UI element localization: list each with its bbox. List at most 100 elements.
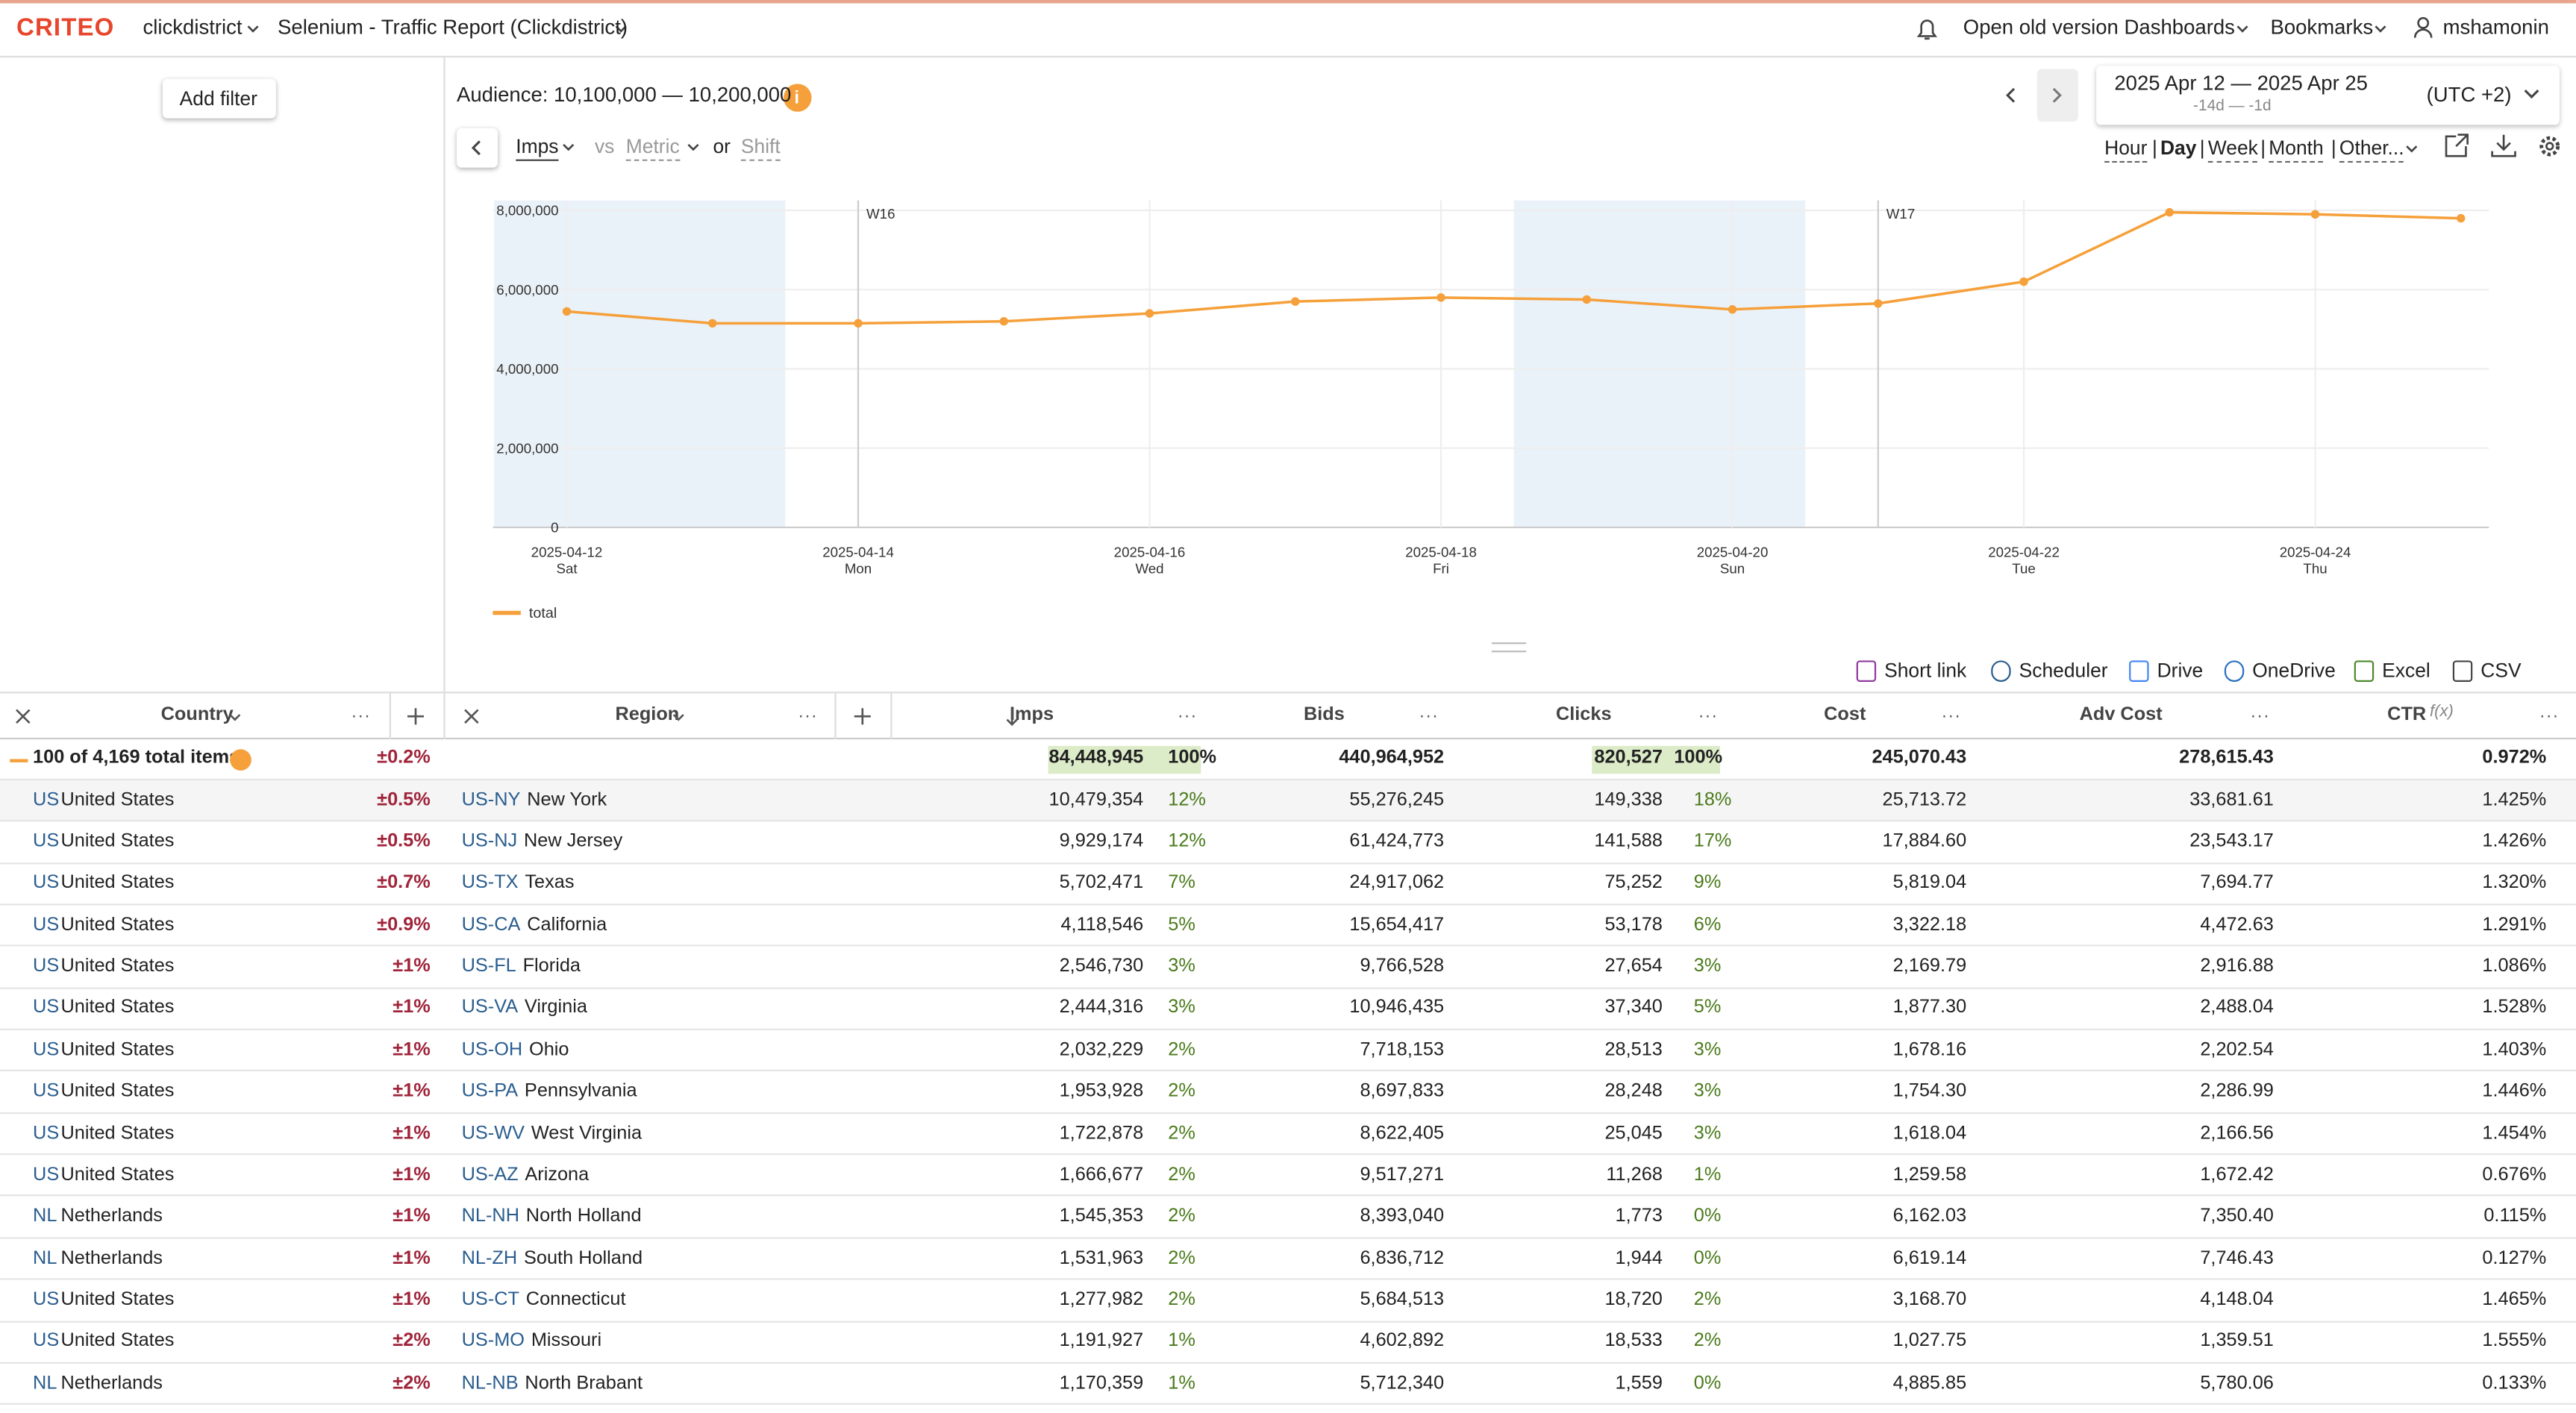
table-row[interactable]: [0, 822, 2576, 864]
column-menu[interactable]: [1176, 706, 1195, 726]
user-icon: [2413, 28, 2433, 38]
back-button[interactable]: [457, 128, 498, 168]
cost: 6,162.03: [1892, 1206, 1967, 1226]
granularity-option[interactable]: Hour: [2104, 138, 2148, 163]
sort-arrow[interactable]: [1002, 706, 1022, 727]
column-header[interactable]: Cost: [1824, 705, 1866, 725]
column-header[interactable]: Bids: [1303, 705, 1345, 725]
table-action[interactable]: Scheduler: [2019, 659, 2108, 682]
region-code: US-MO: [461, 1331, 525, 1352]
header-link[interactable]: Bookmarks: [2270, 16, 2374, 40]
table-row[interactable]: [0, 1072, 2576, 1114]
imps: 1,170,359: [1059, 1373, 1144, 1394]
column-header[interactable]: Country: [160, 705, 234, 725]
header-link[interactable]: Open old version: [1963, 16, 2119, 40]
table-row[interactable]: [0, 1114, 2576, 1156]
table-row[interactable]: [0, 947, 2576, 989]
column-menu[interactable]: [2249, 706, 2269, 726]
region-code: US-VA: [461, 998, 519, 1018]
report-menu[interactable]: Selenium - Traffic Report (Clickdistrict…: [278, 16, 628, 40]
table-row[interactable]: [0, 1030, 2576, 1072]
column-header[interactable]: CTR: [2387, 705, 2427, 725]
action-icon: [2354, 660, 2375, 682]
add-column[interactable]: [853, 706, 872, 726]
granularity-option[interactable]: Other...: [2339, 138, 2404, 163]
column-menu[interactable]: [350, 706, 369, 726]
add-column[interactable]: [406, 706, 425, 726]
data-point: [2310, 210, 2320, 219]
table-row[interactable]: [0, 1197, 2576, 1239]
error-margin: ±0.5%: [377, 790, 431, 810]
ctr: 1.403%: [2482, 1040, 2547, 1060]
clicks: 28,513: [1604, 1040, 1663, 1060]
table-action[interactable]: OneDrive: [2252, 659, 2336, 682]
column-header[interactable]: Region: [615, 705, 680, 725]
adv-cost: 2,286.99: [2200, 1081, 2274, 1102]
country-name: United States: [60, 1123, 175, 1144]
region-code: NL-ZH: [461, 1248, 518, 1268]
week-label: W17: [1886, 206, 1915, 222]
column-header[interactable]: Clicks: [1555, 705, 1612, 725]
clicks: 18,533: [1604, 1331, 1663, 1352]
summary-imps-pct: 100%: [1168, 748, 1217, 768]
header-chevron[interactable]: [225, 708, 245, 727]
date-picker[interactable]: [2096, 66, 2560, 125]
imps-share: 1%: [1168, 1331, 1195, 1352]
adv-cost: 23,543.17: [2189, 832, 2274, 852]
column-menu[interactable]: [1697, 706, 1716, 726]
adv-cost: 2,488.04: [2200, 998, 2274, 1018]
column-menu[interactable]: [1418, 706, 1437, 726]
table-row[interactable]: [0, 1280, 2576, 1322]
region-name: Connecticut: [525, 1290, 626, 1310]
country-code: US: [33, 1165, 60, 1185]
ctr: 0.133%: [2482, 1373, 2547, 1394]
close-column[interactable]: [462, 706, 481, 726]
table-action[interactable]: CSV: [2480, 659, 2522, 682]
adv-cost: 1,359.51: [2200, 1331, 2274, 1352]
granularity-option[interactable]: Week: [2207, 138, 2258, 163]
error-margin: ±1%: [393, 1206, 431, 1226]
table-row[interactable]: [0, 1364, 2576, 1406]
data-point: [708, 319, 717, 328]
column-header[interactable]: Imps: [1009, 705, 1054, 725]
legend-label: total: [529, 605, 557, 621]
clicks: 1,773: [1615, 1206, 1663, 1226]
top-accent: [0, 0, 2576, 4]
column-header[interactable]: Adv Cost: [2079, 705, 2163, 725]
account-menu[interactable]: clickdistrict: [143, 16, 243, 40]
info-mark: i: [794, 88, 799, 108]
table-row[interactable]: [0, 780, 2576, 822]
region-name: West Virginia: [531, 1123, 643, 1144]
table-action[interactable]: Drive: [2157, 659, 2204, 682]
clicks: 75,252: [1604, 873, 1663, 894]
data-point: [1437, 293, 1445, 302]
user-menu[interactable]: mshamonin: [2442, 16, 2549, 40]
granularity-option[interactable]: Month: [2269, 138, 2324, 163]
table-row[interactable]: [0, 1238, 2576, 1281]
header-chevron[interactable]: [669, 708, 688, 727]
splitter[interactable]: [1491, 642, 1527, 653]
close-column[interactable]: [13, 706, 33, 726]
granularity-option[interactable]: Day: [2160, 136, 2197, 160]
bids: 5,712,340: [1360, 1373, 1445, 1394]
column-menu[interactable]: [2538, 706, 2557, 726]
table-row[interactable]: [0, 989, 2576, 1031]
column-menu[interactable]: [797, 706, 816, 726]
table-row[interactable]: [0, 864, 2576, 906]
settings-icon: [2539, 136, 2560, 157]
table-action[interactable]: Excel: [2382, 659, 2430, 682]
column-menu[interactable]: [1940, 706, 1960, 726]
table-row[interactable]: [0, 1322, 2576, 1364]
country-name: United States: [60, 873, 175, 894]
clicks: 141,588: [1594, 832, 1663, 852]
ctr: 1.555%: [2482, 1331, 2547, 1352]
header-link[interactable]: Dashboards: [2124, 16, 2235, 40]
table-action[interactable]: Short link: [1884, 659, 1967, 682]
adv-cost: 7,746.43: [2200, 1248, 2274, 1268]
x-tick-label: 2025-04-20: [1697, 545, 1769, 560]
add-filter-button[interactable]: [162, 78, 276, 119]
table-row[interactable]: [0, 1156, 2576, 1197]
table-row[interactable]: [0, 906, 2576, 947]
next-button[interactable]: [2036, 69, 2078, 122]
